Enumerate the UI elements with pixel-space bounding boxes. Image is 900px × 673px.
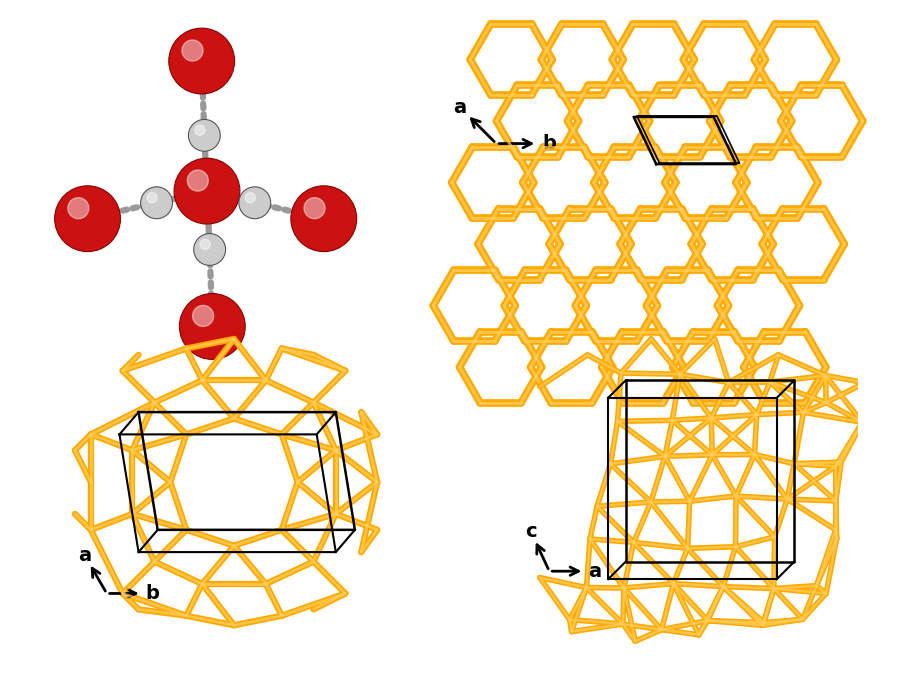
Text: a: a — [589, 562, 601, 581]
Circle shape — [147, 192, 158, 203]
Circle shape — [187, 170, 208, 191]
Circle shape — [174, 158, 240, 224]
Circle shape — [194, 125, 205, 135]
Text: a: a — [78, 546, 92, 565]
Text: b: b — [543, 134, 556, 153]
Circle shape — [238, 187, 271, 219]
Circle shape — [200, 240, 211, 250]
Circle shape — [140, 187, 173, 219]
Text: b: b — [145, 584, 159, 603]
Circle shape — [179, 293, 245, 359]
Text: c: c — [525, 522, 536, 541]
Circle shape — [182, 40, 203, 61]
Circle shape — [188, 119, 220, 151]
Circle shape — [193, 306, 213, 326]
Text: a: a — [454, 98, 466, 117]
Circle shape — [55, 186, 121, 252]
Circle shape — [245, 192, 256, 203]
Circle shape — [68, 198, 89, 219]
Circle shape — [291, 186, 356, 252]
Circle shape — [169, 28, 235, 94]
Circle shape — [194, 234, 226, 265]
Circle shape — [304, 198, 325, 219]
